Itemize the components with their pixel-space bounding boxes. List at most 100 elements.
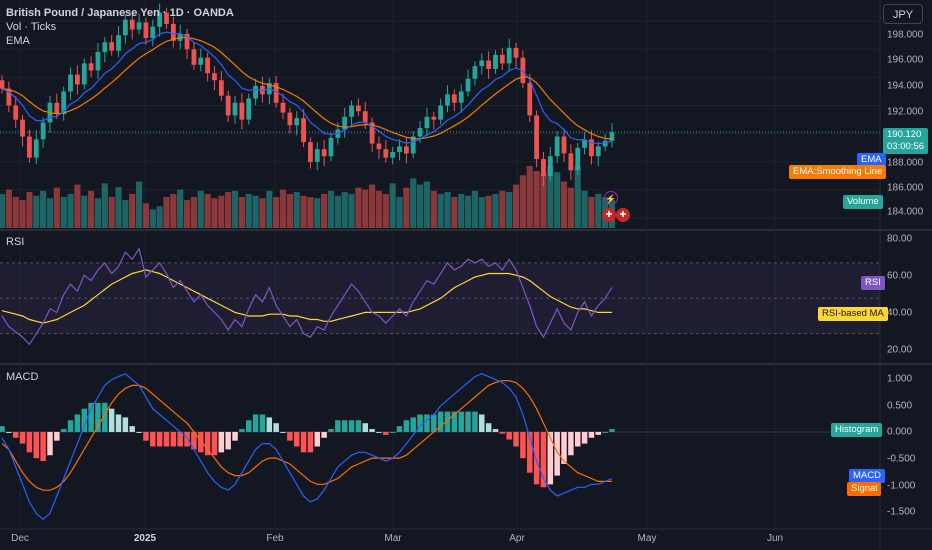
candle-body	[102, 42, 108, 53]
volume-bar	[225, 192, 232, 228]
candle-body	[513, 47, 519, 58]
histogram-bar	[252, 414, 259, 432]
ema-legend[interactable]: EMA	[6, 35, 30, 47]
histogram-bar	[170, 431, 177, 447]
histogram-bar	[26, 431, 33, 453]
volume-bar	[252, 195, 259, 228]
candle-body	[362, 111, 368, 123]
symbol-title[interactable]: British Pound / Japanese Yen · 1D · OAND…	[6, 7, 234, 19]
volume-bar	[444, 192, 451, 228]
candle-body	[294, 118, 300, 126]
candle-body	[6, 88, 12, 106]
histogram-bar	[499, 431, 506, 434]
histogram-bar	[451, 411, 458, 432]
histogram-bar	[95, 402, 101, 432]
macd-legend[interactable]: MACD	[6, 371, 39, 383]
volume-bar	[382, 193, 389, 228]
volume-bar	[355, 187, 362, 228]
candle-body	[88, 63, 94, 71]
histogram-bar	[129, 426, 135, 432]
rsi-tick: 60.00	[887, 270, 913, 282]
histogram-bar	[485, 423, 492, 432]
volume-bar	[19, 200, 26, 228]
volume-bar	[218, 195, 225, 228]
histogram-bar	[287, 431, 293, 441]
volume-bar	[245, 193, 252, 228]
candle-body	[20, 119, 25, 137]
candle-body	[431, 116, 437, 120]
candle-body	[81, 63, 87, 85]
rsi-tick: 40.00	[887, 307, 913, 319]
histogram-bar	[102, 402, 108, 432]
bar-countdown: 03:00:56	[887, 141, 924, 152]
volume-bar	[417, 184, 424, 228]
volume-bar	[149, 209, 156, 228]
candle-body	[376, 143, 382, 150]
volume-bar	[81, 195, 88, 228]
price-tick: 184.000	[887, 206, 924, 218]
volume-bar	[231, 190, 239, 228]
lightning-icon[interactable]: ⚡	[604, 191, 618, 205]
candle-body	[239, 102, 245, 120]
volume-bar	[375, 190, 383, 228]
time-label: Dec	[11, 533, 29, 544]
candle-body	[273, 83, 279, 103]
volume-bar	[33, 195, 40, 228]
histogram-bar	[547, 431, 554, 485]
volume-bar	[410, 178, 417, 228]
histogram-bar	[115, 414, 122, 432]
histogram-bar	[513, 431, 519, 447]
uk-flag-icon[interactable]: ✚	[602, 208, 616, 222]
histogram-bar	[527, 431, 533, 473]
candle-body	[575, 147, 581, 171]
histogram-bar	[6, 431, 12, 433]
candle-body	[445, 94, 450, 106]
uk-flag-icon[interactable]: ✚	[616, 208, 630, 222]
histogram-bar	[280, 431, 286, 433]
histogram-bar	[609, 429, 615, 432]
candle-body	[479, 60, 485, 67]
histogram-bar	[60, 429, 67, 432]
histogram-bar	[88, 402, 94, 432]
histogram-bar	[554, 431, 560, 476]
currency-button[interactable]: JPY	[883, 4, 923, 24]
volume-bar	[170, 193, 177, 228]
histogram-bar	[568, 431, 574, 456]
histogram-bar	[239, 429, 245, 432]
histogram-bar	[54, 431, 60, 441]
volume-bar	[519, 175, 526, 228]
candle-body	[198, 57, 204, 65]
volume-bar	[321, 193, 328, 228]
histogram-bar	[300, 431, 307, 453]
volume-legend[interactable]: Vol · Ticks	[6, 21, 57, 33]
volume-bar	[135, 181, 143, 228]
candle-body	[314, 149, 320, 162]
histogram-bar	[581, 431, 588, 444]
volume-bar	[88, 190, 95, 228]
volume-bar	[142, 203, 150, 228]
histogram-bar	[293, 431, 300, 447]
rsi-legend[interactable]: RSI	[6, 236, 25, 248]
volume-bar	[574, 166, 581, 228]
volume-bar	[163, 197, 170, 228]
candle-body	[68, 74, 73, 92]
volume-bar	[362, 189, 369, 228]
histogram-bar	[232, 431, 238, 441]
candle-body	[534, 115, 540, 160]
volume-bar	[183, 200, 191, 228]
macd-tick: -1.500	[887, 506, 916, 518]
candle-body	[342, 116, 348, 130]
volume-bar	[40, 190, 47, 228]
candle-body	[390, 152, 396, 158]
volume-bar	[369, 184, 376, 228]
price-tick: 192.000	[887, 106, 924, 118]
macd-tick: -1.000	[887, 480, 916, 492]
volume-bar	[485, 195, 492, 228]
macd-tag: MACD	[849, 469, 885, 483]
volume-bar	[567, 187, 574, 228]
time-label: Apr	[509, 533, 525, 544]
volume-bar	[430, 190, 437, 228]
candle-body	[595, 146, 601, 157]
candle-body	[33, 139, 39, 158]
